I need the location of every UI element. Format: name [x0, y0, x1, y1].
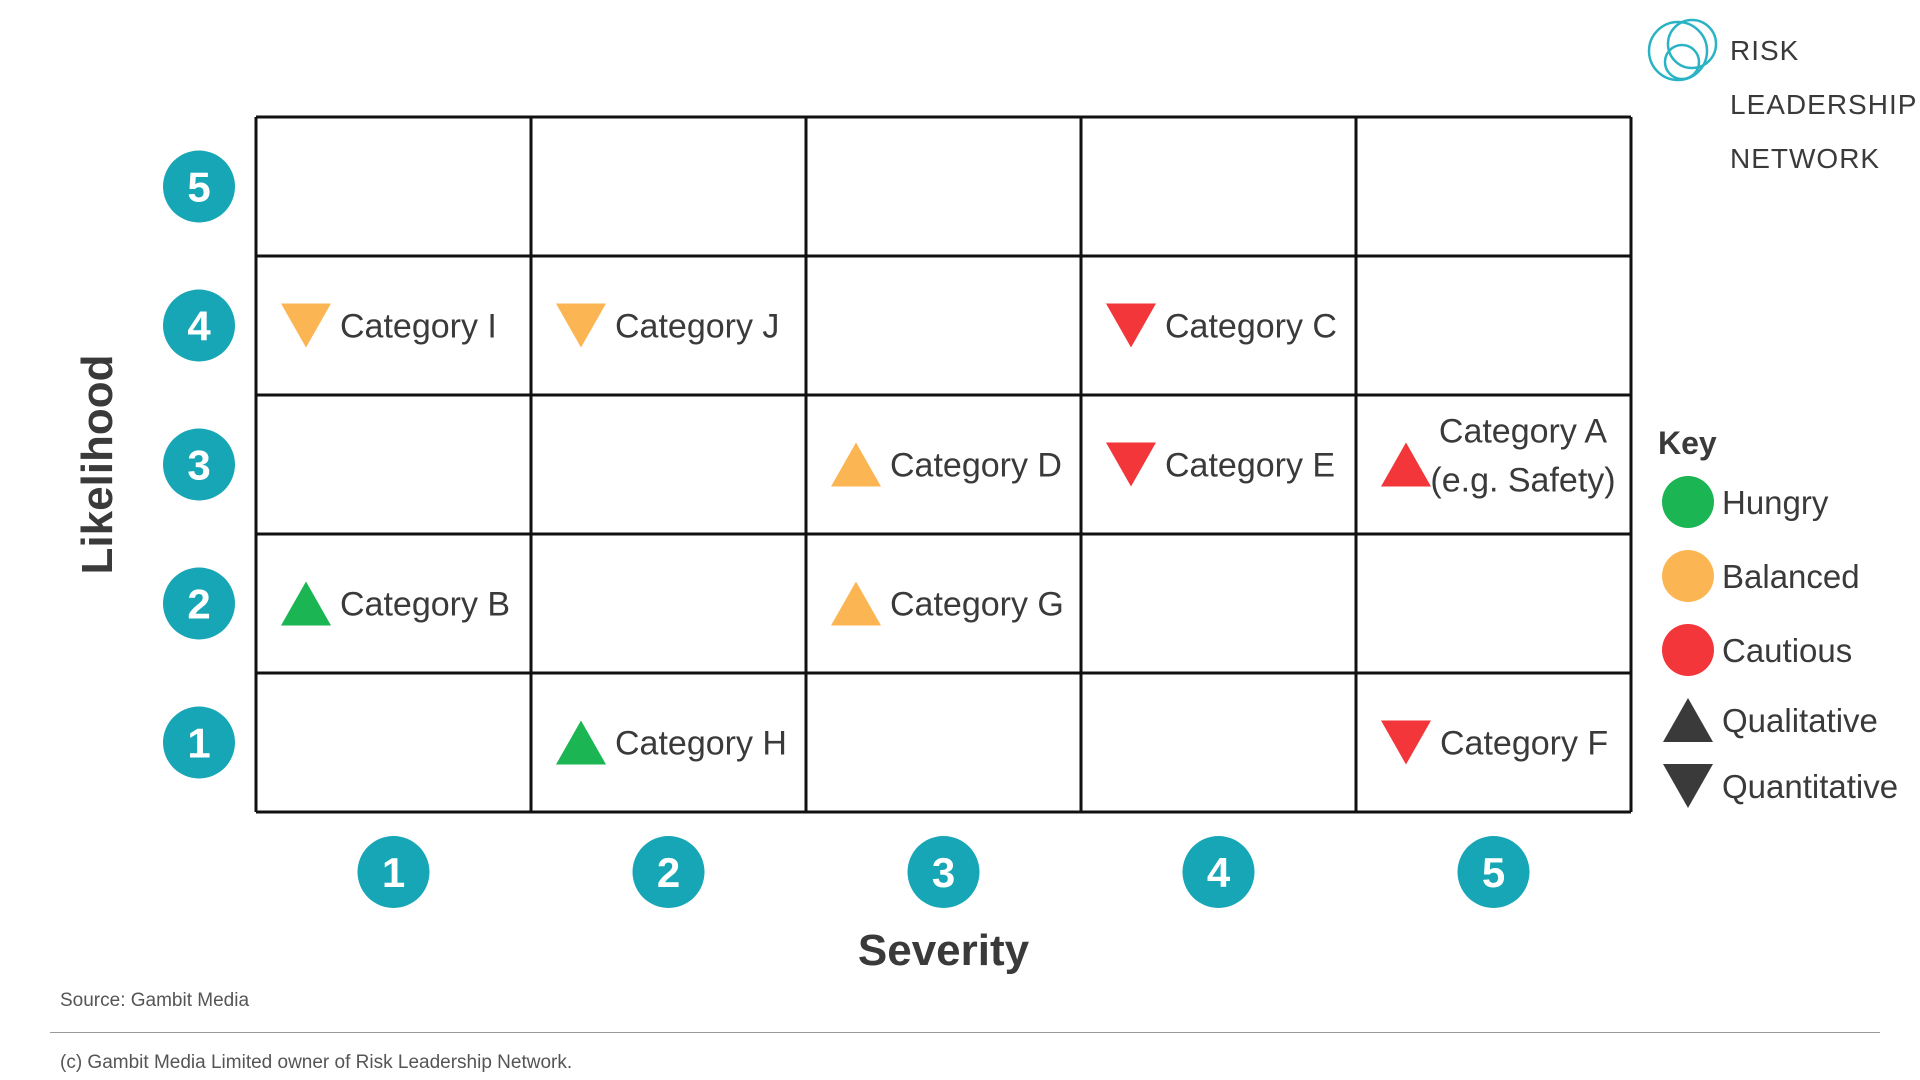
x-tick-label: 4 [1207, 849, 1231, 896]
copyright-note: (c) Gambit Media Limited owner of Risk L… [60, 1052, 573, 1073]
category-marker [831, 581, 881, 626]
x-tick-label: 3 [932, 849, 955, 896]
category-marker [1106, 303, 1156, 348]
x-tick-label: 5 [1482, 849, 1505, 896]
category-marker [281, 303, 331, 348]
y-tick-label: 5 [187, 164, 210, 211]
x-tick-badge [1457, 836, 1530, 908]
legend-label: Hungry [1722, 484, 1829, 521]
legend-marker [1663, 698, 1713, 742]
category-label: Category A [1439, 413, 1608, 451]
category-label: Category D [890, 447, 1062, 485]
category-label: Category H [615, 725, 787, 763]
category-label: Category F [1440, 725, 1608, 763]
y-tick-badge [163, 567, 235, 640]
y-tick-badge [163, 428, 235, 501]
legend-marker [1662, 624, 1714, 676]
legend-marker [1662, 550, 1714, 602]
category-label: Category C [1165, 308, 1337, 346]
interlocking-rings-icon [1647, 18, 1718, 82]
x-tick-badge [632, 836, 705, 908]
risk-matrix-chart: 1 2 3 4 5 1 2 3 4 5 Severity Likelihood Category I Ca… [73, 115, 1898, 975]
brand-name: RISK LEADERSHIP NETWORK [1730, 10, 1917, 199]
category-label: Category J [615, 308, 779, 346]
y-tick-label: 2 [187, 581, 210, 628]
category-label: Category E [1165, 447, 1335, 485]
y-tick-label: 1 [187, 720, 210, 767]
x-tick-label: 1 [382, 849, 405, 896]
y-tick-badge [163, 289, 235, 362]
category-marker [1381, 720, 1431, 765]
x-tick-badge [1182, 836, 1255, 908]
legend-label: Cautious [1722, 632, 1852, 669]
brand-name-line: LEADERSHIP [1730, 89, 1918, 120]
category-label: Category B [340, 586, 510, 624]
category-marker [1381, 442, 1431, 487]
brand-name-line: NETWORK [1730, 143, 1881, 174]
category-marker [281, 581, 331, 626]
legend-label: Quantitative [1722, 768, 1898, 805]
x-axis-title: Severity [858, 926, 1030, 975]
y-axis-title: Likelihood [73, 355, 122, 575]
category-marker [1106, 442, 1156, 487]
y-tick-badge [163, 706, 235, 779]
category-label-line2: (e.g. Safety) [1430, 462, 1615, 500]
source-note: Source: Gambit Media [60, 990, 250, 1011]
category-marker [556, 720, 606, 765]
legend-label: Qualitative [1722, 702, 1878, 739]
y-tick-label: 3 [187, 442, 210, 489]
category-marker [831, 442, 881, 487]
x-tick-label: 2 [657, 849, 680, 896]
legend-label: Balanced [1722, 558, 1860, 595]
brand-name-line: RISK [1730, 35, 1800, 66]
legend-marker [1663, 764, 1713, 808]
y-tick-label: 4 [187, 303, 211, 350]
brand-logo: RISK LEADERSHIP NETWORK [1640, 6, 1920, 173]
legend-marker [1662, 476, 1714, 528]
x-tick-badge [357, 836, 430, 908]
category-label: Category I [340, 308, 497, 346]
x-tick-badge [907, 836, 980, 908]
footer-divider [50, 1032, 1880, 1033]
category-label: Category G [890, 586, 1064, 624]
y-tick-badge [163, 150, 235, 223]
category-marker [556, 303, 606, 348]
legend-title: Key [1658, 425, 1717, 461]
